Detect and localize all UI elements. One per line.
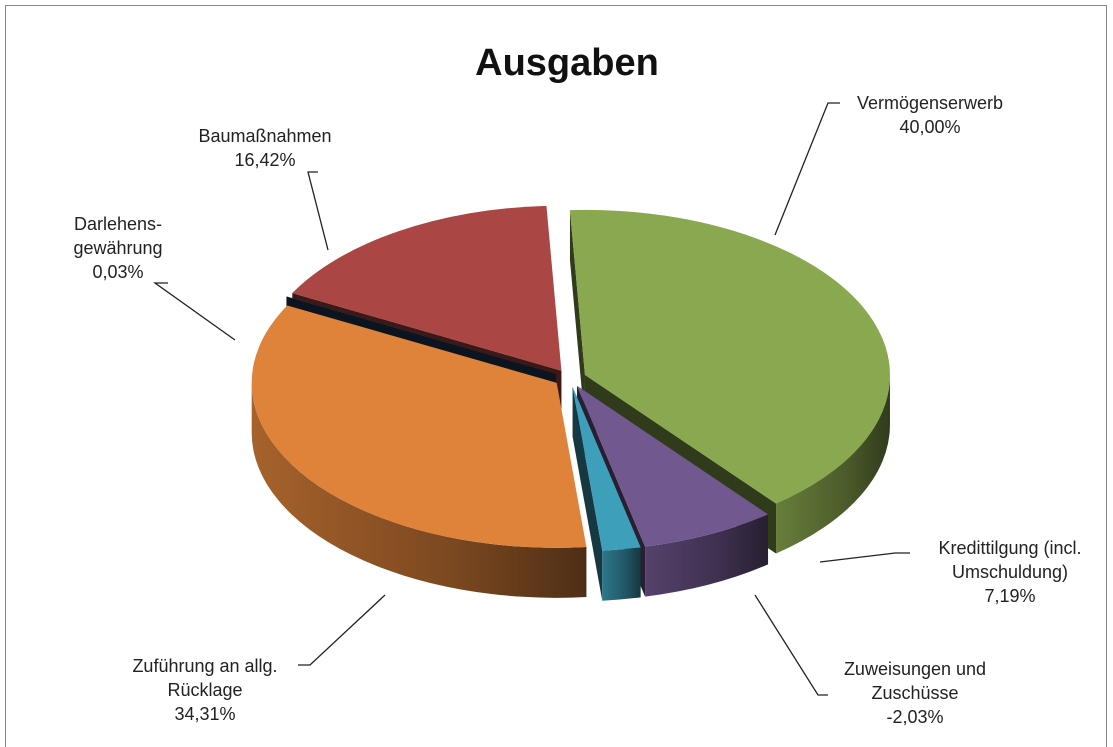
leader-line — [298, 594, 386, 666]
slice — [286, 296, 556, 374]
category-label: Baumaßnahmen — [198, 126, 332, 146]
chart-title: Ausgaben — [475, 42, 659, 84]
data-label: Kredittilgung (incl. Umschuldung) 7,19% — [910, 536, 1110, 608]
category-label: Zuweisungen und Zuschüsse — [843, 659, 987, 703]
data-label: Vermögenserwerb 40,00% — [820, 91, 1040, 139]
category-label: Zuführung an allg. Rücklage — [132, 656, 278, 700]
slice — [292, 205, 562, 371]
leader-line — [774, 102, 840, 236]
slice-side — [572, 386, 603, 601]
leader-line — [754, 594, 828, 696]
data-label: Baumaßnahmen 16,42% — [165, 124, 365, 172]
data-label: Zuführung an allg. Rücklage 34,31% — [115, 654, 295, 726]
value-label: 40,00% — [899, 117, 961, 137]
slice — [576, 385, 769, 547]
data-label: Zuweisungen und Zuschüsse -2,03% — [825, 657, 1005, 729]
value-label: -2,03% — [886, 707, 944, 727]
value-label: 34,31% — [174, 704, 236, 724]
slice — [251, 305, 587, 548]
category-label: Kredittilgung (incl. Umschuldung) — [938, 538, 1082, 582]
value-label: 16,42% — [234, 150, 296, 170]
leader-line — [307, 171, 329, 251]
slice-wall — [645, 514, 769, 597]
slice — [569, 209, 890, 504]
pie — [251, 205, 890, 601]
leader-line — [819, 552, 910, 563]
slice-wall — [776, 374, 890, 554]
slice-side — [569, 210, 585, 425]
data-label: Darlehens-gewährung 0,03% — [66, 212, 171, 284]
value-label: 0,03% — [92, 262, 144, 282]
slice-wall — [602, 547, 641, 601]
value-label: 7,19% — [984, 586, 1036, 606]
category-label: Vermögenserwerb — [856, 93, 1004, 113]
slice-wall — [251, 382, 587, 598]
slice — [572, 386, 641, 551]
category-label: Darlehens-gewährung — [73, 214, 163, 258]
leader-line — [152, 282, 236, 341]
